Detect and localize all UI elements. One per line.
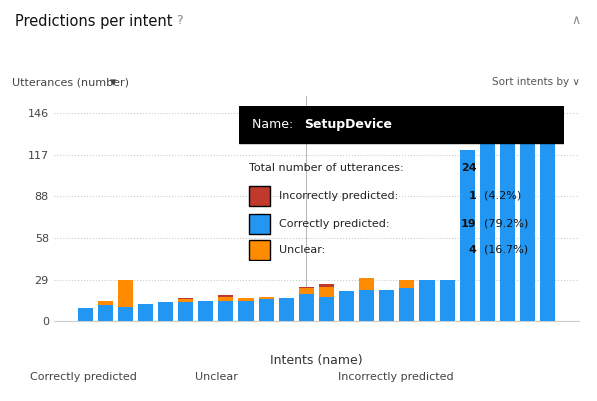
Text: Correctly predicted: Correctly predicted [30, 373, 137, 382]
Text: ▾: ▾ [110, 76, 116, 89]
Text: Unclear:: Unclear: [279, 245, 326, 255]
Bar [319, 284, 334, 287]
Bar [219, 301, 233, 321]
Text: 24: 24 [461, 163, 476, 173]
Bar [78, 308, 93, 321]
Bar [259, 300, 273, 321]
Text: ∧: ∧ [571, 14, 580, 27]
FancyBboxPatch shape [248, 240, 270, 260]
Bar [138, 304, 153, 321]
Bar [279, 298, 294, 321]
Text: Name:: Name: [252, 118, 297, 131]
Text: SetupDevice: SetupDevice [304, 118, 392, 131]
Bar [118, 307, 133, 321]
Bar [299, 294, 314, 321]
FancyBboxPatch shape [248, 214, 270, 234]
Bar [359, 278, 374, 290]
Bar [319, 287, 334, 297]
Bar [520, 115, 535, 129]
Bar [158, 302, 173, 321]
FancyBboxPatch shape [248, 186, 270, 206]
Bar [238, 301, 254, 321]
Bar [198, 301, 213, 321]
Bar [500, 135, 515, 139]
Text: (4.2%): (4.2%) [484, 191, 522, 201]
Bar [439, 279, 455, 321]
Bar [379, 290, 395, 321]
Bar [118, 279, 133, 307]
Text: Correctly predicted:: Correctly predicted: [279, 219, 390, 229]
Text: Sort intents by ∨: Sort intents by ∨ [493, 77, 580, 87]
Text: Unclear: Unclear [195, 373, 238, 382]
Bar [460, 150, 475, 321]
Bar [399, 279, 414, 288]
Bar [219, 297, 233, 301]
Text: Incorrectly predicted: Incorrectly predicted [338, 373, 454, 382]
Bar [339, 291, 354, 321]
Bar [98, 301, 113, 305]
Bar [259, 297, 273, 300]
Text: (16.7%): (16.7%) [484, 245, 528, 255]
Bar [540, 113, 555, 321]
Text: 19: 19 [461, 219, 476, 229]
Bar [178, 302, 193, 321]
Bar [299, 287, 314, 288]
Bar [480, 143, 495, 321]
Bar [520, 129, 535, 321]
Bar [299, 288, 314, 294]
Bar [399, 288, 414, 321]
Text: Predictions per intent: Predictions per intent [15, 14, 173, 29]
Bar [178, 300, 193, 302]
Bar [359, 290, 374, 321]
Bar [319, 297, 334, 321]
Text: Total number of utterances:: Total number of utterances: [248, 163, 403, 173]
Text: Utterances (number): Utterances (number) [12, 77, 129, 87]
Bar [219, 295, 233, 297]
Bar [500, 139, 515, 321]
Text: Intents (name): Intents (name) [270, 354, 363, 367]
Bar [98, 305, 113, 321]
Bar [238, 298, 254, 301]
Text: (79.2%): (79.2%) [484, 219, 529, 229]
FancyBboxPatch shape [239, 106, 564, 143]
Text: ?: ? [176, 14, 183, 27]
Bar [420, 279, 435, 321]
Bar [178, 298, 193, 300]
Text: 1: 1 [469, 191, 476, 201]
Text: Incorrectly predicted:: Incorrectly predicted: [279, 191, 399, 201]
Text: 4: 4 [469, 245, 476, 255]
